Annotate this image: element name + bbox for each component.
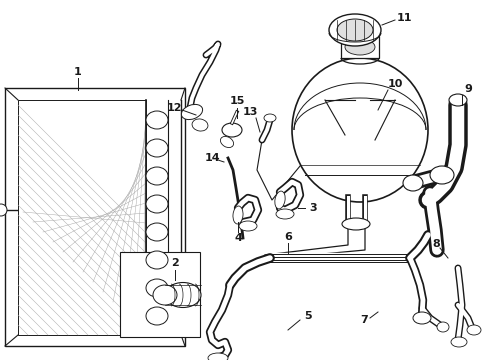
- Ellipse shape: [342, 218, 370, 230]
- Ellipse shape: [449, 94, 467, 106]
- Circle shape: [0, 204, 7, 216]
- Ellipse shape: [146, 279, 168, 297]
- Bar: [18, 100, 146, 335]
- Ellipse shape: [146, 223, 168, 241]
- Text: 11: 11: [396, 13, 412, 23]
- Ellipse shape: [292, 58, 428, 202]
- Ellipse shape: [146, 307, 168, 325]
- Text: 1: 1: [74, 67, 82, 77]
- Ellipse shape: [220, 136, 234, 148]
- Ellipse shape: [146, 195, 168, 213]
- Ellipse shape: [146, 167, 168, 185]
- Ellipse shape: [233, 206, 243, 224]
- Ellipse shape: [165, 283, 201, 307]
- Ellipse shape: [146, 251, 168, 269]
- Text: 15: 15: [229, 96, 245, 106]
- Ellipse shape: [451, 337, 467, 347]
- Ellipse shape: [337, 19, 373, 41]
- Text: 10: 10: [387, 79, 403, 89]
- Ellipse shape: [146, 139, 168, 157]
- Text: 13: 13: [243, 107, 258, 117]
- Ellipse shape: [192, 119, 208, 131]
- Text: 12: 12: [166, 103, 182, 113]
- Ellipse shape: [264, 114, 276, 122]
- Ellipse shape: [222, 123, 242, 137]
- Text: 3: 3: [309, 203, 317, 213]
- Ellipse shape: [239, 221, 257, 231]
- Text: 7: 7: [360, 315, 368, 325]
- Bar: [5, 88, 185, 346]
- Ellipse shape: [413, 312, 431, 324]
- Text: 14: 14: [204, 153, 220, 163]
- Text: 6: 6: [284, 232, 292, 242]
- Ellipse shape: [208, 353, 228, 360]
- Ellipse shape: [276, 209, 294, 219]
- Ellipse shape: [275, 191, 285, 209]
- Text: 2: 2: [171, 258, 179, 268]
- Text: 9: 9: [464, 84, 472, 94]
- Bar: [341, 36, 379, 58]
- Ellipse shape: [437, 322, 449, 332]
- Ellipse shape: [329, 14, 381, 46]
- Ellipse shape: [467, 325, 481, 335]
- Text: 5: 5: [304, 311, 312, 321]
- Ellipse shape: [181, 104, 202, 120]
- Ellipse shape: [430, 166, 454, 184]
- Ellipse shape: [146, 111, 168, 129]
- Ellipse shape: [153, 285, 177, 305]
- Text: 4: 4: [234, 233, 242, 243]
- Bar: [120, 252, 200, 337]
- Text: 8: 8: [432, 239, 440, 249]
- Ellipse shape: [345, 39, 375, 55]
- Ellipse shape: [403, 175, 423, 191]
